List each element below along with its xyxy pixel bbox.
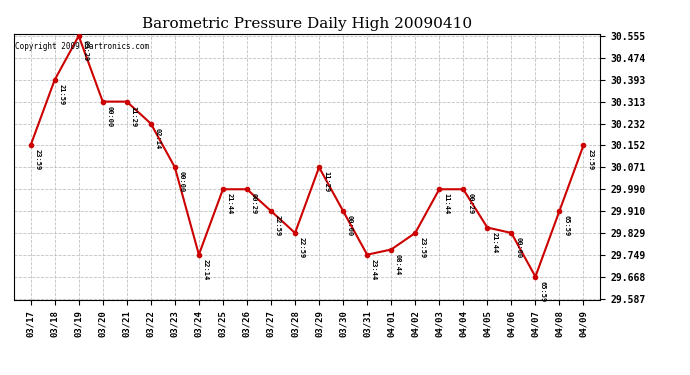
Text: 11:29: 11:29 <box>130 106 137 127</box>
Text: 22:59: 22:59 <box>299 237 305 258</box>
Text: 23:59: 23:59 <box>419 237 425 258</box>
Text: 11:29: 11:29 <box>323 171 329 193</box>
Title: Barometric Pressure Daily High 20090410: Barometric Pressure Daily High 20090410 <box>142 17 472 31</box>
Text: 00:00: 00:00 <box>179 171 185 193</box>
Text: 22:14: 22:14 <box>203 259 209 280</box>
Text: 00:29: 00:29 <box>467 194 473 214</box>
Text: 00:29: 00:29 <box>251 194 257 214</box>
Text: 21:59: 21:59 <box>59 84 65 105</box>
Text: 00:00: 00:00 <box>515 237 522 258</box>
Text: 65:59: 65:59 <box>563 215 569 236</box>
Text: 65:59: 65:59 <box>540 281 545 302</box>
Text: 21:44: 21:44 <box>227 194 233 214</box>
Text: 00:00: 00:00 <box>107 106 112 127</box>
Text: 23:44: 23:44 <box>371 259 377 280</box>
Text: 22:59: 22:59 <box>275 215 281 236</box>
Text: 23:59: 23:59 <box>34 150 41 171</box>
Text: 00:00: 00:00 <box>347 215 353 236</box>
Text: 21:44: 21:44 <box>491 232 497 253</box>
Text: 23:59: 23:59 <box>587 150 593 171</box>
Text: 11:44: 11:44 <box>443 194 449 214</box>
Text: 08:44: 08:44 <box>395 254 401 275</box>
Text: Copyright 2009 Dartronics.com: Copyright 2009 Dartronics.com <box>15 42 149 51</box>
Text: 09:29: 09:29 <box>83 40 88 62</box>
Text: 02:14: 02:14 <box>155 128 161 149</box>
